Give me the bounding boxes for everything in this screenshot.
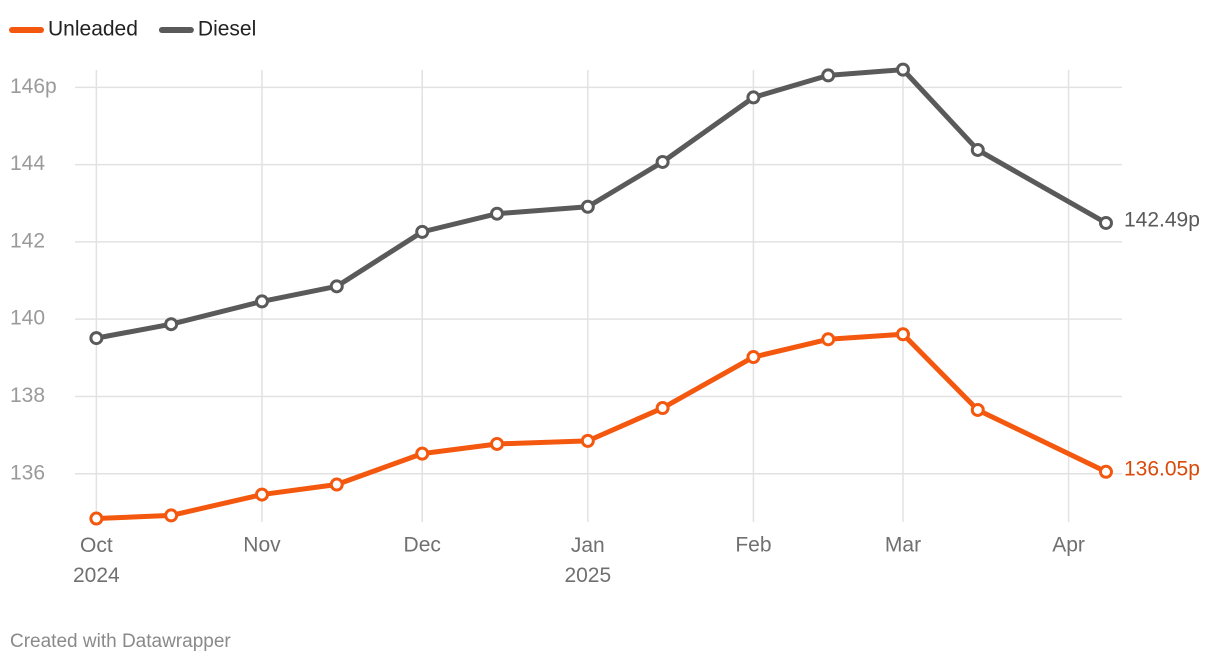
- data-point: [89, 511, 104, 526]
- data-point: [895, 62, 910, 77]
- data-point: [655, 154, 670, 169]
- end-label: 142.49p: [1124, 209, 1200, 232]
- data-point: [164, 317, 179, 332]
- end-label: 136.05p: [1124, 457, 1200, 480]
- legend-label: Unleaded: [48, 18, 138, 41]
- y-tick-label: 142: [10, 229, 45, 252]
- data-point: [655, 401, 670, 416]
- data-point: [329, 279, 344, 294]
- data-point: [746, 90, 761, 105]
- data-point: [490, 436, 505, 451]
- data-point: [254, 487, 269, 502]
- data-point: [490, 206, 505, 221]
- x-tick-label: Jan 2025: [564, 534, 611, 587]
- data-point: [970, 142, 985, 157]
- data-point: [415, 446, 430, 461]
- data-point: [415, 224, 430, 239]
- data-point: [1098, 215, 1113, 230]
- data-point: [821, 68, 836, 83]
- footer: Created with Datawrapper: [10, 631, 231, 652]
- data-point: [746, 350, 761, 365]
- data-point: [164, 508, 179, 523]
- data-point: [821, 332, 836, 347]
- data-point: [580, 199, 595, 214]
- x-tick-label: Mar: [885, 534, 921, 557]
- grid: 136 138 140 142 144 146p Oct 2024 Nov Dec Jan 2025 F…: [10, 70, 1122, 587]
- x-tick-label: Dec: [404, 534, 441, 557]
- x-tick-label: Nov: [243, 534, 281, 557]
- lines: 136.05p 142.49p: [89, 62, 1200, 526]
- data-point: [254, 294, 269, 309]
- y-tick-label: 140: [10, 307, 45, 330]
- data-point: [895, 327, 910, 342]
- x-tick-label: Feb: [735, 534, 771, 557]
- y-tick-label: 138: [10, 384, 45, 407]
- data-point: [329, 477, 344, 492]
- series-line: [93, 331, 1109, 522]
- y-tick-label: 144: [10, 152, 45, 175]
- series-line: [93, 67, 1109, 341]
- x-tick-label: Apr: [1052, 534, 1085, 557]
- legend-label: Diesel: [198, 18, 256, 41]
- legend: Unleaded Diesel: [9, 18, 256, 41]
- data-point: [89, 331, 104, 346]
- y-tick-label: 136: [10, 461, 45, 484]
- x-tick-label: Oct 2024: [73, 534, 120, 587]
- data-point: [580, 433, 595, 448]
- y-tick-label: 146p: [10, 75, 57, 98]
- data-point: [970, 402, 985, 417]
- data-point: [1098, 464, 1113, 479]
